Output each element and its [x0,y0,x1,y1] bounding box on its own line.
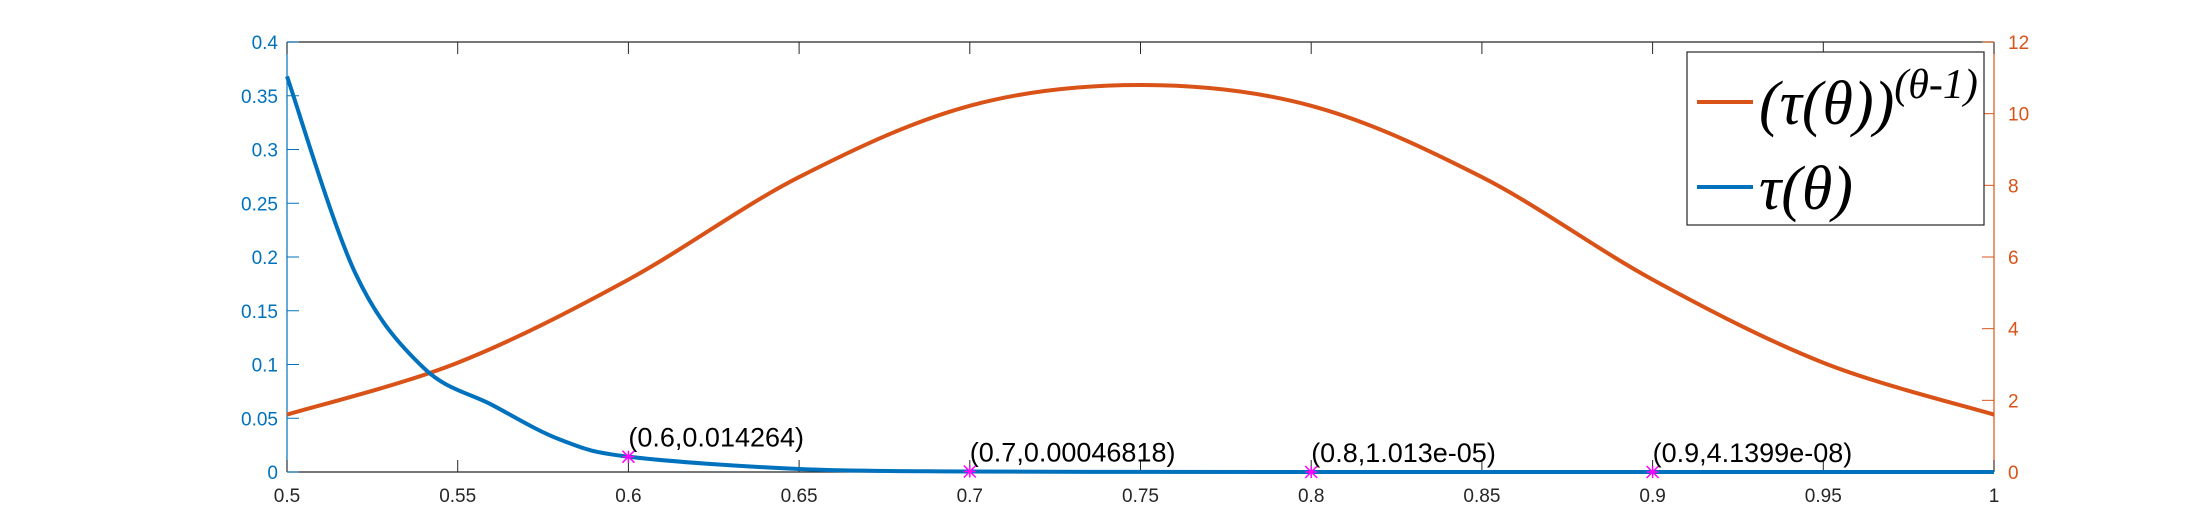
data-point-marker [1646,465,1660,479]
marker-stroke [1646,465,1660,479]
data-point-label: (0.6,0.014264) [628,423,804,453]
left-y-tick-label: 0 [267,463,278,484]
data-point-label: (0.8,1.013e-05) [1311,438,1496,468]
legend-label: τ(θ) [1759,155,1853,223]
left-y-tick-label: 0.25 [241,194,278,215]
left-y-tick-label: 0.1 [252,356,278,377]
x-tick-label: 0.65 [781,486,818,507]
data-point-label: (0.7,0.00046818) [970,437,1176,467]
left-y-tick-label: 0.05 [241,409,278,430]
annotations: (0.6,0.014264) (0.7,0.00046818) (0.8,1.013… [621,423,1853,479]
right-y-tick-label: 0 [2008,463,2019,484]
data-point-label: (0.9,4.1399e-08) [1653,438,1853,468]
legend-box [1686,51,1985,226]
legend: (τ(θ))(θ-1) τ(θ) [1686,51,1985,226]
x-tick-label: 0.8 [1298,486,1324,507]
legend-label-exponent: (θ-1) [1894,62,1978,108]
marker-stroke [1304,465,1318,479]
legend-label: (τ(θ))(θ-1) [1759,62,1978,138]
data-point-marker [963,464,977,479]
x-tick-label: 0.5 [274,486,300,507]
right-axis-series-line [286,83,1995,417]
data-point-marker [1304,465,1318,479]
right-y-tick-label: 4 [2008,320,2019,341]
left-y-tick-label: 0.15 [241,302,278,323]
left-y-tick-label: 0.3 [252,141,278,162]
right-y-tick-label: 8 [2008,176,2019,197]
x-tick-label: 0.95 [1805,486,1842,507]
x-tick-label: 0.6 [615,486,641,507]
marker-stroke [963,464,977,479]
right-y-tick-label: 6 [2008,248,2019,269]
marker-stroke [621,450,635,464]
x-tick-label: 1 [1989,486,2000,507]
x-tick-label: 0.7 [957,486,983,507]
data-point-marker [621,450,635,464]
left-y-tick-label: 0.2 [252,248,278,269]
right-y-tick-label: 10 [2008,105,2029,126]
x-tick-label: 0.9 [1639,486,1665,507]
x-tick-label: 0.85 [1463,486,1500,507]
left-y-tick-label: 0.35 [241,87,278,108]
x-tick-label: 0.55 [439,486,476,507]
left-y-tick-label: 0.4 [252,33,279,54]
right-y-tick-label: 2 [2008,391,2019,412]
right-y-tick-label: 12 [2008,33,2029,54]
x-tick-label: 0.75 [1122,486,1159,507]
legend-label-base: (τ(θ)) [1759,70,1894,138]
legend-label-base: τ(θ) [1759,155,1853,223]
